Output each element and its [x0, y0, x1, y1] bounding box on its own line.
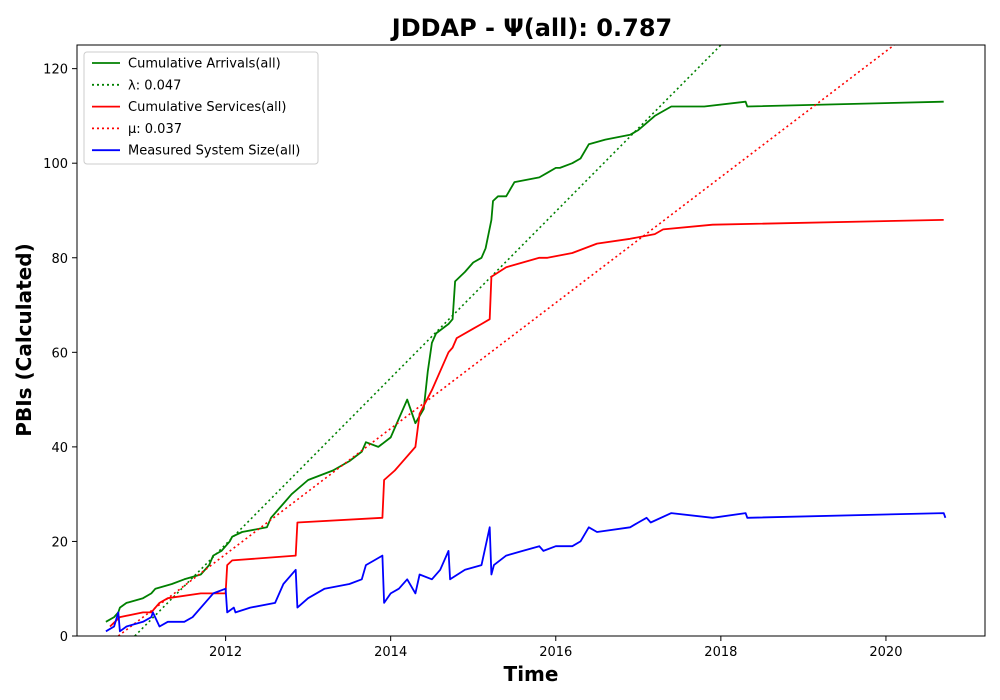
x-axis-title: Time	[504, 662, 559, 686]
y-tick-label: 80	[51, 252, 68, 267]
series-line-2	[134, 45, 722, 636]
x-tick-label: 2012	[209, 645, 242, 660]
legend-entry-label: μ: 0.037	[128, 122, 182, 137]
y-tick-label: 20	[51, 535, 68, 550]
chart-title: JDDAP - Ψ(all): 0.787	[390, 14, 672, 42]
y-tick-label: 0	[60, 630, 68, 645]
series-layer	[105, 45, 947, 636]
legend: Cumulative Arrivals(all) λ: 0.047 Cumulati…	[83, 51, 319, 165]
series-line-5	[105, 512, 947, 633]
y-tick-label: 120	[43, 63, 68, 78]
y-tick-label: 60	[51, 346, 68, 361]
y-axis-title: PBIs (Calculated)	[12, 243, 36, 436]
x-axis: 2012 2014 2016 2018 2020	[209, 636, 902, 660]
y-axis: 0 20 40 60 80 100 120	[43, 63, 77, 645]
x-tick-label: 2018	[704, 645, 737, 660]
x-tick-label: 2014	[374, 645, 407, 660]
y-tick-label: 100	[43, 157, 68, 172]
x-tick-label: 2020	[869, 645, 902, 660]
y-tick-label: 40	[51, 441, 68, 456]
plot-area	[76, 44, 986, 637]
legend-entry-label: Cumulative Arrivals(all)	[128, 57, 281, 72]
legend-box	[83, 51, 319, 165]
x-tick-label: 2016	[539, 645, 572, 660]
legend-entry-label: Cumulative Services(all)	[128, 100, 286, 115]
legend-entry-label: Measured System Size(all)	[128, 144, 300, 159]
legend-entry-label: λ: 0.047	[128, 78, 181, 93]
